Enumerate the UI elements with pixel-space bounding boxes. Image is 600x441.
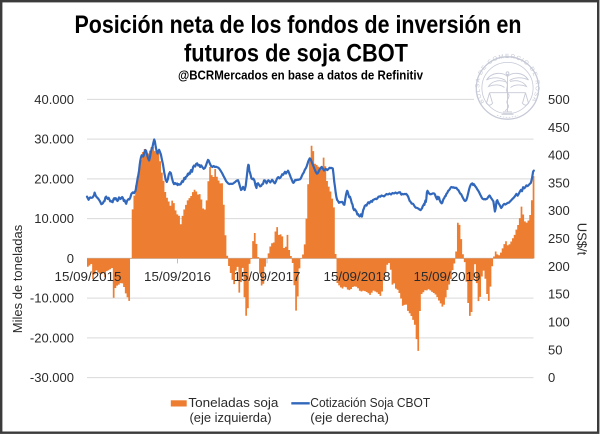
svg-text:15/09/2018: 15/09/2018 [324,269,391,284]
svg-text:15/09/2015: 15/09/2015 [55,269,122,284]
svg-text:0: 0 [548,370,555,385]
svg-text:15/09/2016: 15/09/2016 [144,269,211,284]
svg-text:futuros de soja CBOT: futuros de soja CBOT [184,40,408,68]
svg-text:Cotización Soja CBOT: Cotización Soja CBOT [310,395,430,410]
svg-text:40.000: 40.000 [34,92,74,107]
svg-text:20.000: 20.000 [34,172,74,187]
svg-text:Toneladas soja: Toneladas soja [188,395,279,410]
svg-text:(eje derecha): (eje derecha) [310,410,389,425]
svg-text:500: 500 [548,92,570,107]
svg-text:150: 150 [548,287,570,302]
svg-text:Miles de toneladas: Miles de toneladas [10,224,25,333]
svg-text:10.000: 10.000 [34,211,74,226]
svg-text:Posición neta de los fondos de: Posición neta de los fondos de inversión… [75,11,522,39]
svg-text:-20.000: -20.000 [30,330,74,345]
svg-text:400: 400 [548,148,570,163]
svg-text:350: 350 [548,175,570,190]
svg-text:200: 200 [548,259,570,274]
svg-text:50: 50 [548,342,562,357]
svg-text:-30.000: -30.000 [30,370,74,385]
svg-text:-10.000: -10.000 [30,291,74,306]
svg-text:300: 300 [548,203,570,218]
svg-text:250: 250 [548,231,570,246]
svg-text:100: 100 [548,315,570,330]
svg-text:(eje izquierda): (eje izquierda) [190,410,272,425]
svg-text:0: 0 [67,251,74,266]
svg-text:450: 450 [548,120,570,135]
svg-text:30.000: 30.000 [34,132,74,147]
svg-text:15/09/2019: 15/09/2019 [414,269,481,284]
svg-text:US$/t: US$/t [575,223,590,256]
svg-text:@BCRMercados en base a datos: @BCRMercados en base a datos de Refiniti… [178,69,423,83]
svg-text:15/09/2017: 15/09/2017 [234,269,301,284]
